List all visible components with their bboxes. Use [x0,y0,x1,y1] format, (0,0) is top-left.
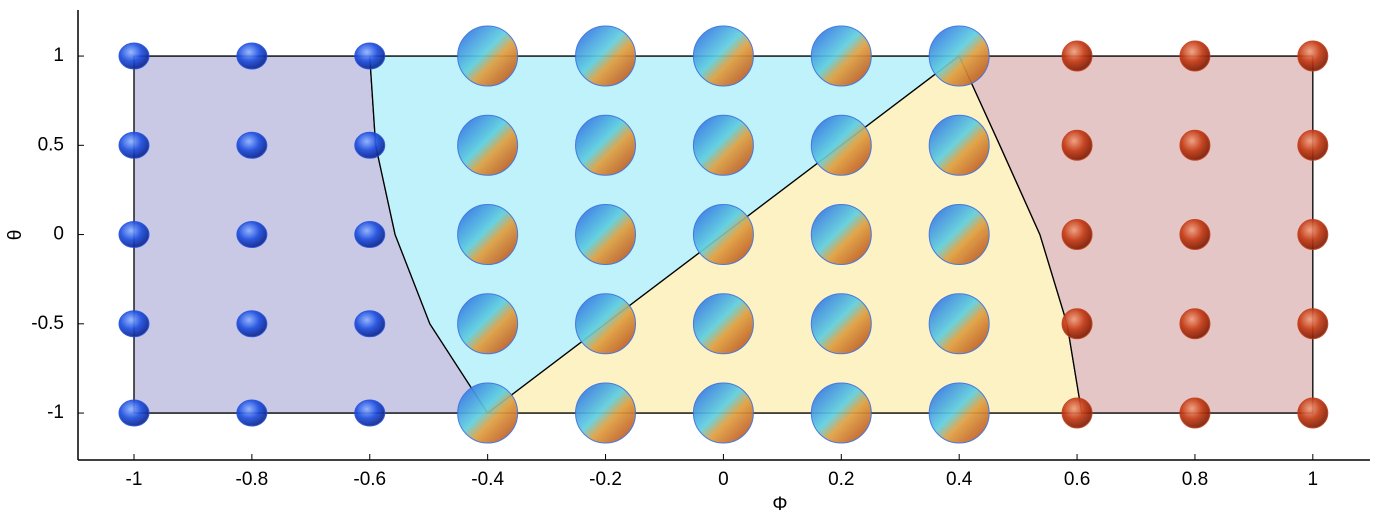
shape-glyph [928,293,990,355]
shape-glyph [1297,40,1329,72]
shape-glyph [118,42,150,70]
y-tick-label: 0.5 [38,134,64,155]
y-axis-label: θ [5,230,26,241]
shape-glyph [118,131,150,159]
shape-glyph [928,204,990,266]
region [958,55,1314,414]
x-tick-label: 0 [718,469,729,490]
shape-glyph [1179,397,1211,429]
shape-glyph [928,382,990,444]
shape-glyph [1297,397,1329,429]
shape-glyph [1061,308,1093,340]
shape-glyph [118,221,150,249]
shape-glyph [236,399,268,427]
shape-glyph [1297,219,1329,251]
shape-glyph [575,293,637,355]
shape-glyph [1061,129,1093,161]
shape-glyph [1179,129,1211,161]
x-tick-label: 0.2 [828,469,854,490]
x-tick-label: -0.8 [236,469,269,490]
shape-glyph [928,25,990,87]
shape-glyph [692,382,754,444]
shape-glyph [810,114,872,176]
x-tick-label: 0.4 [946,469,973,490]
shape-glyph [118,399,150,427]
shape-glyph [457,293,519,355]
shape-glyph [1297,308,1329,340]
shape-glyph [457,25,519,87]
shape-glyph [1297,129,1329,161]
shape-glyph [928,114,990,176]
shape-glyph [575,382,637,444]
y-tick-label: -1 [47,402,64,423]
y-tick-label: -0.5 [31,313,64,334]
shape-glyph [236,42,268,70]
y-tick-label: 0 [53,224,64,245]
shape-glyph [457,204,519,266]
shape-glyph [692,114,754,176]
x-tick-label: 0.8 [1182,469,1208,490]
shape-glyph [1061,40,1093,72]
y-tick-label: 1 [53,45,64,66]
x-tick-label: -0.6 [353,469,386,490]
shape-glyph [575,25,637,87]
shape-glyph [1061,219,1093,251]
shape-glyph [354,221,386,249]
shape-glyph [810,204,872,266]
shape-glyph [692,25,754,87]
shape-glyph [575,114,637,176]
x-tick-label: -0.2 [589,469,622,490]
shape-glyph [1179,308,1211,340]
shape-glyph [457,114,519,176]
shape-glyph [354,399,386,427]
shape-glyph [354,131,386,159]
shape-glyph [810,382,872,444]
x-tick-label: 1 [1308,469,1319,490]
x-tick-label: -1 [126,469,143,490]
shape-glyph [457,382,519,444]
shape-glyph [810,293,872,355]
shape-glyph [1061,397,1093,429]
shape-glyph [236,221,268,249]
shape-glyph [236,310,268,338]
shape-glyph [1179,40,1211,72]
shape-glyph [810,25,872,87]
shape-glyph [692,293,754,355]
shape-glyph [118,310,150,338]
shape-glyph [1179,219,1211,251]
x-tick-label: 0.6 [1064,469,1090,490]
x-axis-label: Φ [772,494,787,515]
x-tick-label: -0.4 [471,469,504,490]
shape-glyph [692,204,754,266]
shape-glyph [354,42,386,70]
shape-glyph [575,204,637,266]
shape-glyph [354,310,386,338]
shape-glyph [236,131,268,159]
